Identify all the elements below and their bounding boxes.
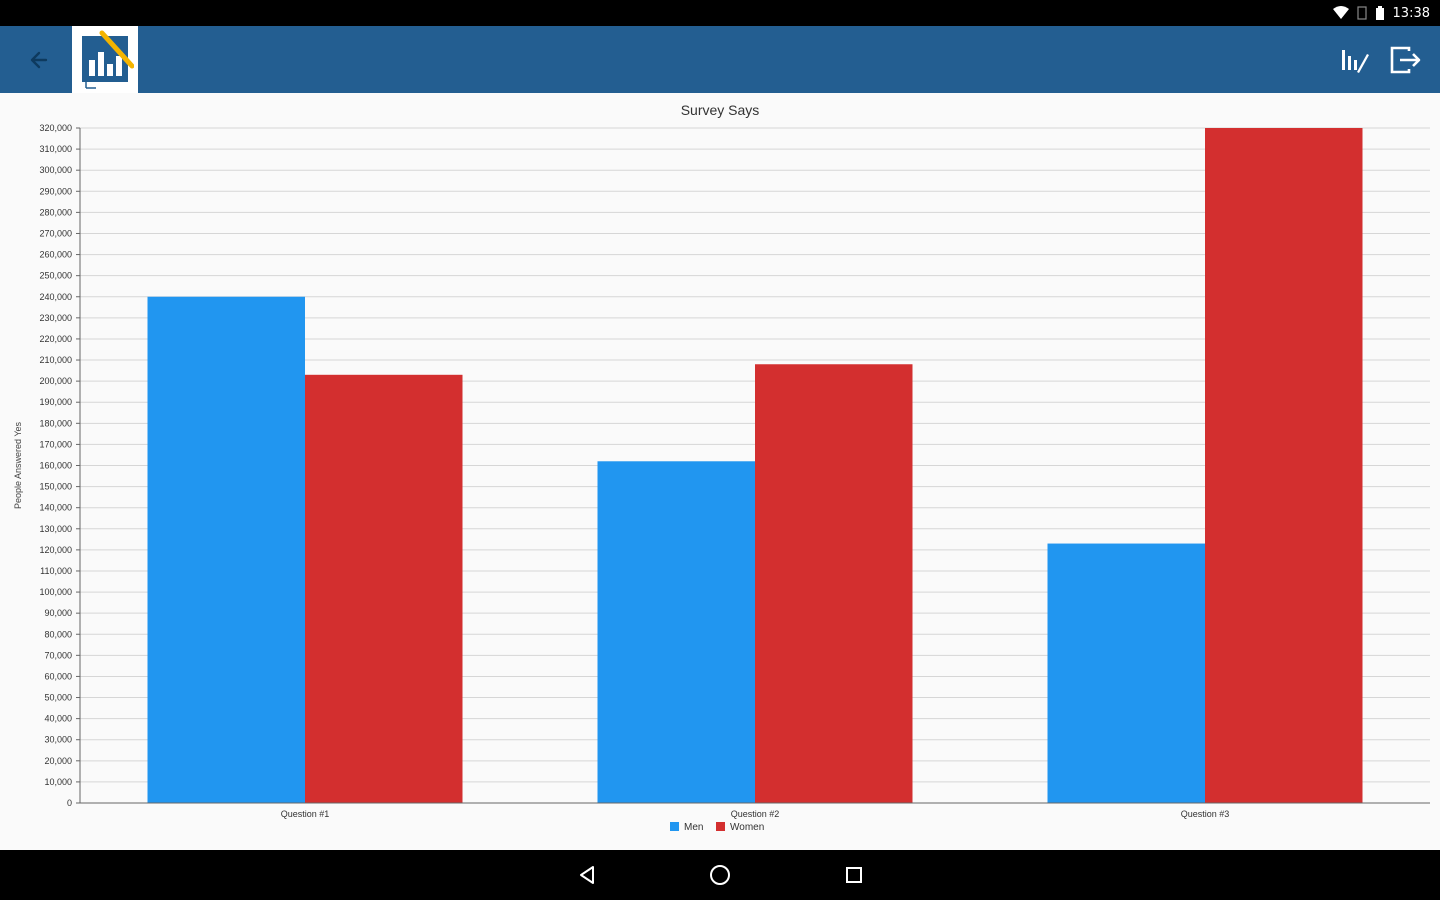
y-tick-label: 160,000 — [39, 461, 72, 471]
y-axis-label: People Answered Yes — [13, 421, 23, 509]
y-tick-label: 60,000 — [44, 671, 72, 681]
x-tick-label: Question #3 — [1181, 809, 1230, 819]
back-button[interactable] — [14, 43, 64, 77]
y-tick-label: 20,000 — [44, 756, 72, 766]
y-tick-label: 280,000 — [39, 207, 72, 217]
chart-type-icon — [1342, 50, 1369, 73]
y-tick-label: 40,000 — [44, 714, 72, 724]
legend-label: Men — [684, 822, 703, 833]
square-recents-icon — [846, 867, 862, 883]
legend-swatch — [670, 822, 679, 831]
y-tick-label: 310,000 — [39, 144, 72, 154]
status-time: 13:38 — [1392, 5, 1430, 21]
y-tick-label: 240,000 — [39, 292, 72, 302]
y-tick-label: 90,000 — [44, 608, 72, 618]
y-tick-label: 140,000 — [39, 503, 72, 513]
y-tick-label: 210,000 — [39, 355, 72, 365]
y-tick-label: 290,000 — [39, 186, 72, 196]
bar-women-2[interactable] — [755, 364, 913, 803]
battery-icon — [1375, 6, 1384, 20]
triangle-back-icon — [580, 866, 594, 884]
legend: Men Women — [670, 822, 764, 833]
nav-recents-button[interactable] — [834, 859, 874, 891]
legend-swatch — [716, 822, 725, 831]
bar-men-1[interactable] — [147, 296, 306, 803]
chart-area: Survey Says People Answered Yes 0 10,000 2… — [0, 93, 1440, 850]
bar-women-3[interactable] — [1205, 128, 1363, 803]
status-icons: 13:38 — [1332, 4, 1430, 22]
x-tick-label: Question #2 — [731, 809, 780, 819]
y-tick-label: 270,000 — [39, 228, 72, 238]
status-bar: 13:38 — [0, 0, 1440, 26]
app-bar — [0, 26, 1440, 93]
chart-logo-icon — [82, 30, 134, 89]
chart-type-button[interactable] — [1335, 40, 1375, 80]
navigation-bar — [0, 850, 1440, 900]
y-tick-label: 250,000 — [39, 271, 72, 281]
nav-home-button[interactable] — [700, 859, 740, 891]
bar-men-2[interactable] — [597, 461, 756, 803]
app-logo — [72, 26, 138, 93]
axes: 0 10,000 20,000 30,000 40,000 50,000 60,000 70,… — [39, 123, 1430, 819]
nav-back-button[interactable] — [567, 859, 607, 891]
y-tick-label: 180,000 — [39, 418, 72, 428]
y-tick-label: 110,000 — [40, 566, 72, 576]
y-tick-label: 70,000 — [44, 650, 72, 660]
y-tick-label: 300,000 — [39, 165, 72, 175]
survey-bar-chart: Survey Says People Answered Yes 0 10,000 2… — [13, 102, 1430, 833]
bars — [147, 128, 1363, 803]
signal-icon — [1356, 6, 1367, 20]
x-tick-label: Question #1 — [281, 809, 330, 819]
arrow-back-icon — [30, 51, 48, 69]
y-tick-label: 100,000 — [39, 587, 72, 597]
y-tick-label: 260,000 — [39, 250, 72, 260]
y-tick-label: 30,000 — [44, 735, 72, 745]
y-tick-label: 230,000 — [39, 313, 72, 323]
exit-icon — [1390, 46, 1421, 74]
bar-men-3[interactable] — [1047, 543, 1206, 803]
circle-home-icon — [710, 865, 730, 885]
bar-women-1[interactable] — [305, 374, 463, 803]
y-tick-label: 80,000 — [44, 629, 72, 639]
y-tick-label: 170,000 — [39, 439, 72, 449]
y-tick-label: 150,000 — [39, 482, 72, 492]
y-tick-label: 120,000 — [39, 545, 72, 555]
exit-button[interactable] — [1385, 40, 1425, 80]
y-tick-label: 50,000 — [44, 693, 72, 703]
y-tick-label: 190,000 — [39, 397, 72, 407]
wifi-icon — [1332, 6, 1349, 19]
y-tick-label: 130,000 — [39, 524, 72, 534]
y-tick-label: 0 — [67, 798, 72, 808]
y-tick-label: 220,000 — [39, 334, 72, 344]
y-tick-label: 10,000 — [44, 777, 72, 787]
y-tick-label: 320,000 — [39, 123, 72, 133]
legend-label: Women — [730, 822, 764, 833]
chart-title: Survey Says — [681, 102, 760, 118]
y-tick-label: 200,000 — [39, 376, 72, 386]
